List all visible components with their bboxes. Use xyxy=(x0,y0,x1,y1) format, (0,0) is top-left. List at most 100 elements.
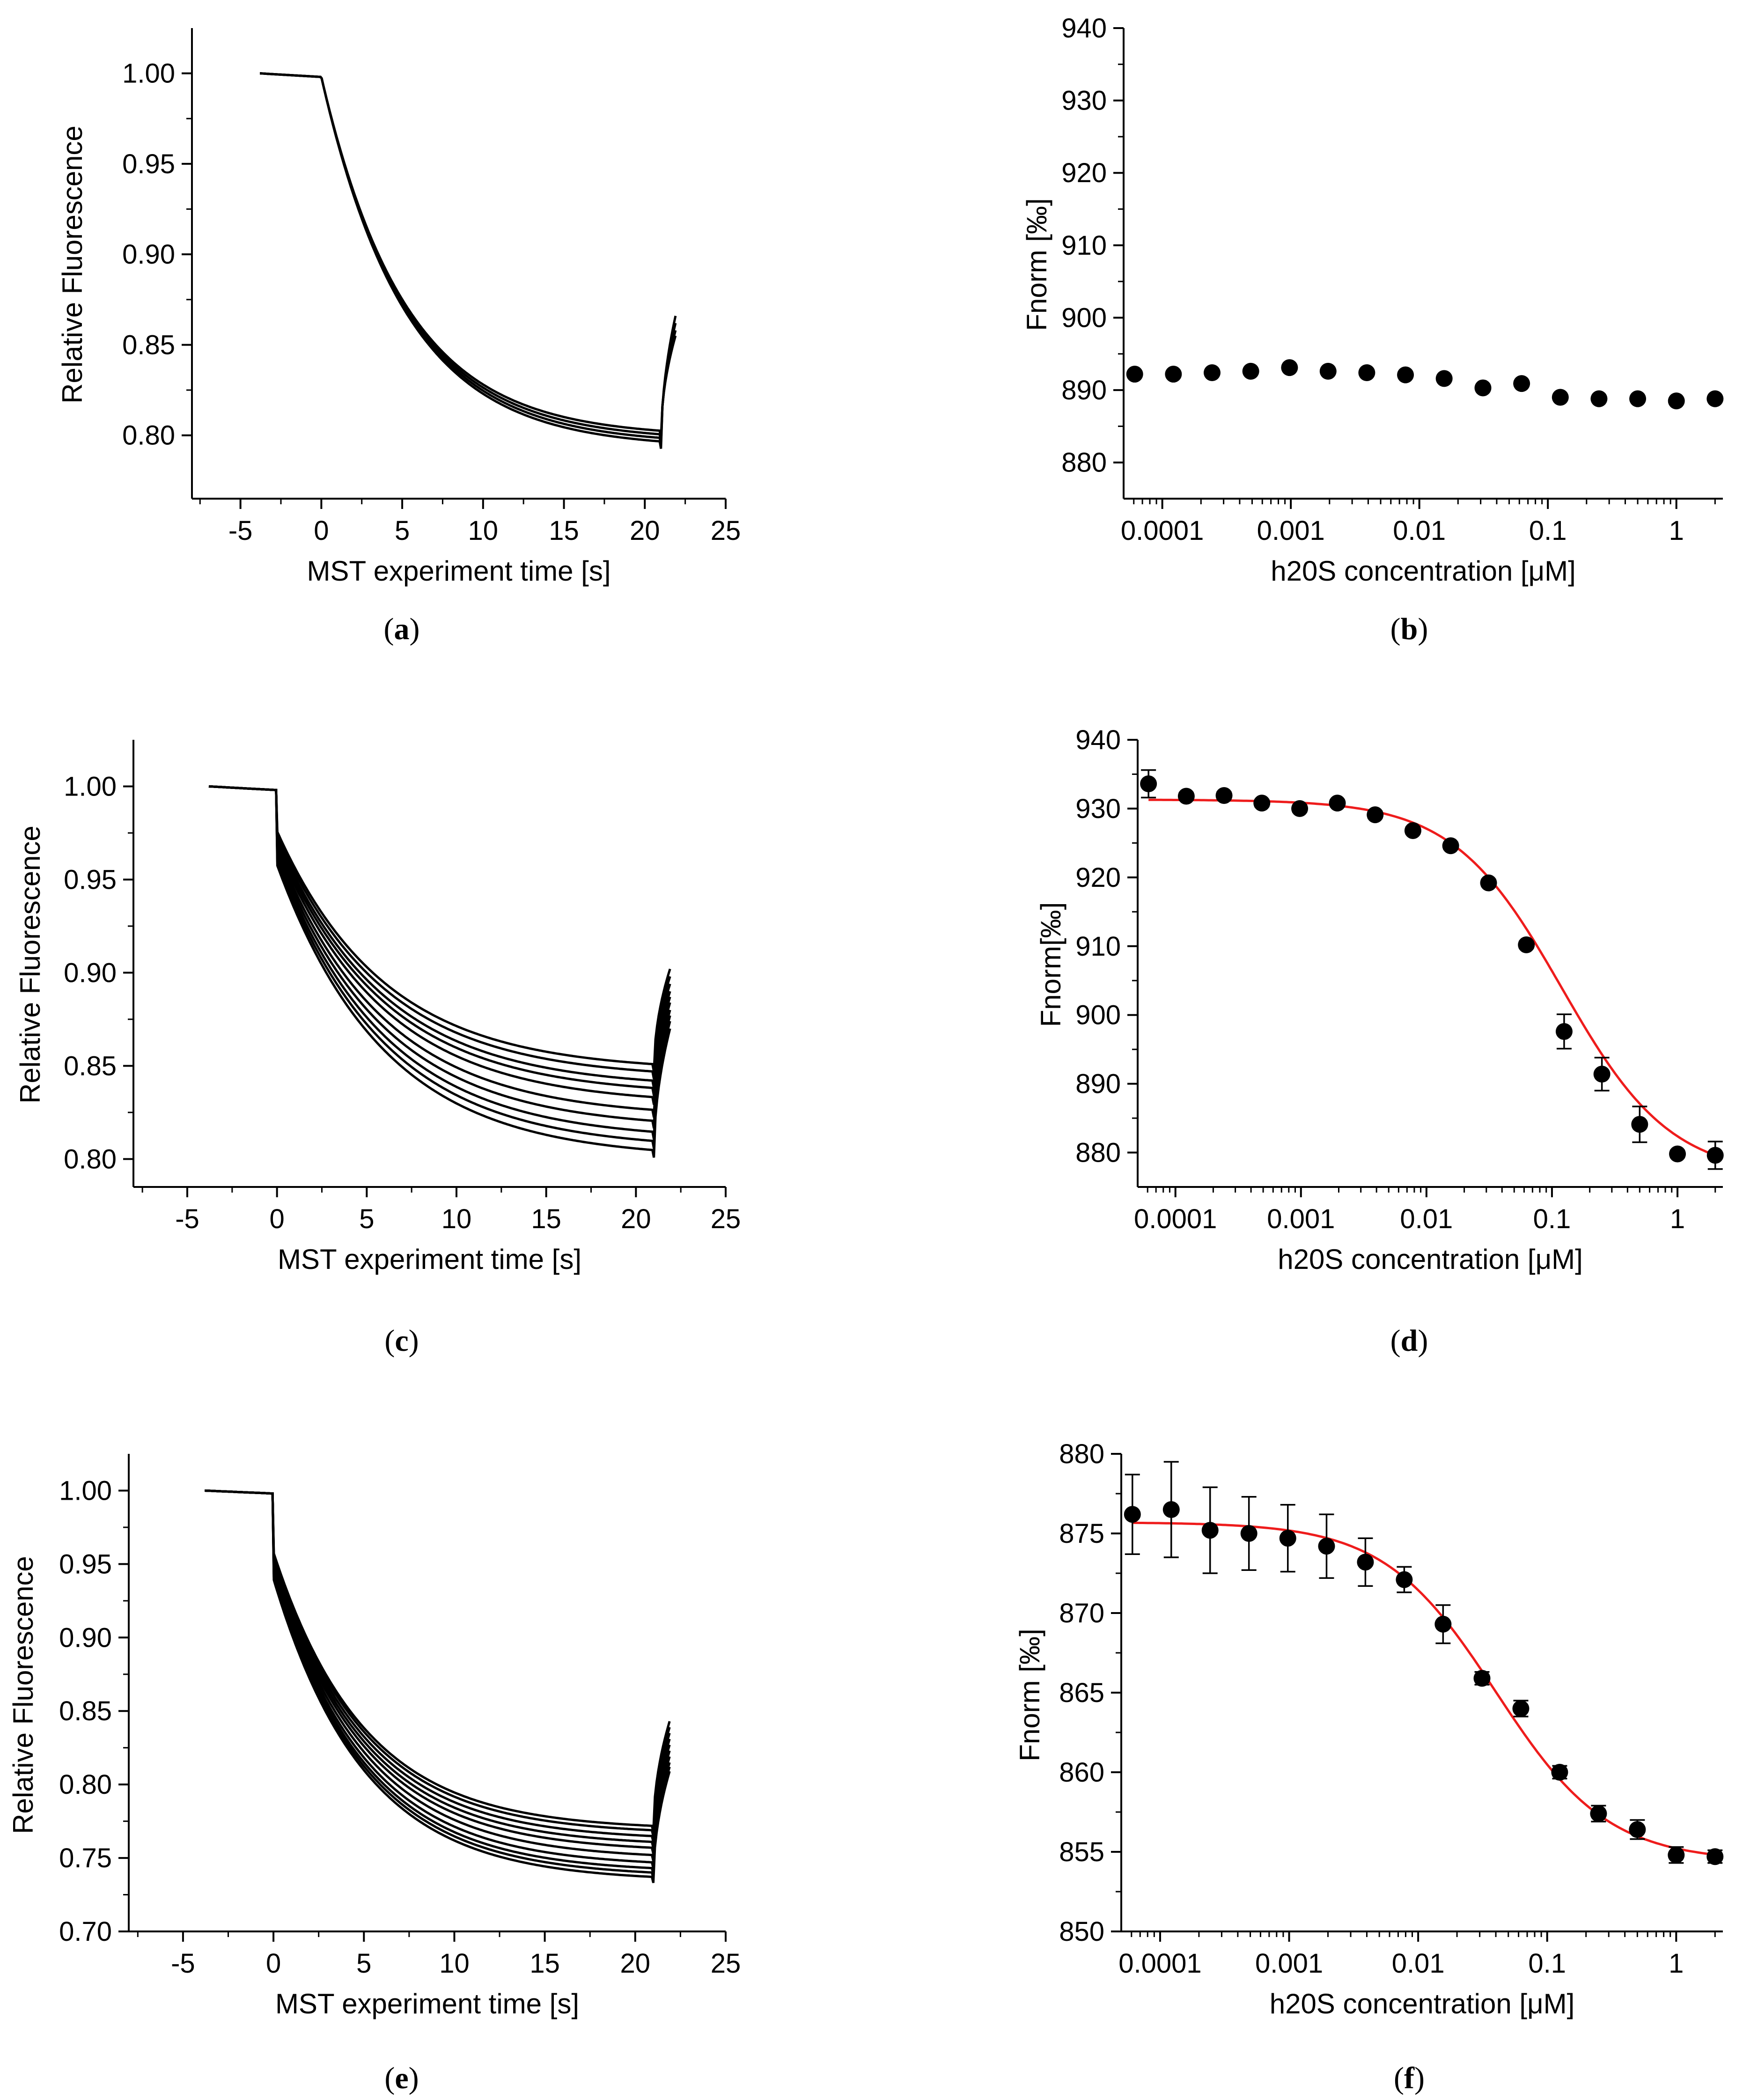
trace-series-4 xyxy=(208,785,671,1096)
x-tick-label: 0.01 xyxy=(1392,1948,1445,1979)
y-tick-label: 0.70 xyxy=(59,1916,112,1947)
data-point xyxy=(1631,1116,1648,1133)
x-tick-label: 0.0001 xyxy=(1134,1204,1217,1234)
panel-caption: (f) xyxy=(1394,2061,1425,2095)
data-point xyxy=(1357,1554,1374,1571)
trace-series-9 xyxy=(205,1489,671,1879)
y-tick-label: 0.90 xyxy=(59,1622,112,1653)
y-tick-label: 0.80 xyxy=(59,1769,112,1800)
y-axis-label: Relative Fluorescence xyxy=(15,825,46,1104)
y-tick-label: 0.75 xyxy=(59,1843,112,1873)
y-tick-label: 1.00 xyxy=(64,771,117,802)
y-tick-label: 940 xyxy=(1061,13,1107,44)
y-axis-label: Relative Fluorescence xyxy=(7,1556,39,1834)
data-point xyxy=(1329,795,1346,812)
data-point xyxy=(1396,1571,1413,1588)
data-point xyxy=(1404,822,1421,839)
panel-caption: (a) xyxy=(384,612,420,646)
x-tick-label: 20 xyxy=(630,516,660,546)
caption-paren: ) xyxy=(1418,612,1428,646)
trace-series-1 xyxy=(208,785,671,1072)
y-tick-label: 860 xyxy=(1059,1757,1104,1788)
data-point xyxy=(1512,1700,1530,1717)
caption-paren: ( xyxy=(384,612,394,646)
data-point xyxy=(1165,366,1182,383)
x-tick-label: 0.1 xyxy=(1529,516,1567,546)
caption-letter: e xyxy=(395,2061,408,2095)
trace-series-9 xyxy=(208,785,671,1149)
x-tick-label: 0.1 xyxy=(1528,1948,1566,1979)
data-point xyxy=(1629,1821,1646,1838)
y-tick-label: 0.95 xyxy=(64,864,117,895)
y-tick-label: 0.95 xyxy=(122,149,175,179)
y-tick-label: 0.80 xyxy=(122,420,175,451)
data-point xyxy=(1434,1615,1452,1633)
y-axis-label: Relative Fluorescence xyxy=(57,125,88,404)
x-tick-label: 0.01 xyxy=(1393,516,1446,546)
x-tick-label: 15 xyxy=(531,1204,561,1234)
y-tick-label: 0.90 xyxy=(122,239,175,270)
panel-caption: (d) xyxy=(1390,1324,1428,1358)
x-axis-label: h20S concentration [μM] xyxy=(1271,555,1576,587)
x-tick-label: 0.001 xyxy=(1255,1948,1323,1979)
data-point xyxy=(1215,787,1233,804)
data-point xyxy=(1473,1670,1491,1687)
x-axis-label: h20S concentration [μM] xyxy=(1270,1988,1575,2019)
x-tick-label: 20 xyxy=(621,1204,651,1234)
data-point xyxy=(1253,795,1271,812)
trace-series-7 xyxy=(208,785,671,1129)
x-tick-label: 0 xyxy=(270,1204,285,1234)
caption-paren: ( xyxy=(1394,2061,1404,2095)
data-point xyxy=(1367,806,1384,824)
trace-series-8 xyxy=(208,785,671,1140)
x-tick-label: 0 xyxy=(314,516,329,546)
data-point xyxy=(1124,1506,1141,1523)
y-tick-label: 900 xyxy=(1075,1000,1121,1031)
x-tick-label: 0.0001 xyxy=(1121,516,1204,546)
trace-series-4 xyxy=(205,1489,671,1848)
data-point xyxy=(1435,370,1453,387)
x-tick-label: 10 xyxy=(441,1204,472,1234)
data-point xyxy=(1291,800,1309,817)
data-point xyxy=(1706,1848,1724,1865)
x-tick-label: 0.0001 xyxy=(1118,1948,1201,1979)
x-tick-label: 1 xyxy=(1669,1948,1684,1979)
fit-curve xyxy=(1148,798,1714,1156)
y-tick-label: 880 xyxy=(1075,1138,1121,1168)
x-tick-label: -5 xyxy=(171,1948,195,1979)
x-tick-label: 20 xyxy=(620,1948,651,1979)
y-tick-label: 0.85 xyxy=(122,330,175,360)
panel-caption: (e) xyxy=(384,2061,419,2095)
data-point xyxy=(1281,359,1298,376)
x-tick-label: 0.001 xyxy=(1267,1204,1335,1234)
data-point xyxy=(1555,1023,1573,1040)
data-point xyxy=(1706,1147,1724,1164)
caption-paren: ( xyxy=(1390,612,1401,646)
caption-letter: c xyxy=(395,1324,408,1358)
y-tick-label: 930 xyxy=(1061,86,1107,116)
x-tick-label: 0.01 xyxy=(1400,1204,1453,1234)
panel-d: 0.0001 0.001 0.01 0.1 1 880 890 900 910 920 930 940… xyxy=(1035,725,1724,1358)
y-tick-label: 920 xyxy=(1075,862,1121,893)
data-point xyxy=(1552,389,1569,406)
x-tick-label: 10 xyxy=(468,516,499,546)
x-axis-label: MST experiment time [s] xyxy=(307,555,610,587)
caption-letter: a xyxy=(394,612,410,646)
y-tick-label: 880 xyxy=(1059,1439,1104,1469)
y-axis-label: Fnorm [‰] xyxy=(1014,1628,1045,1761)
trace-series-3 xyxy=(208,785,671,1089)
trace-series-1 xyxy=(205,1489,671,1832)
data-point xyxy=(1629,390,1647,407)
panel-caption: (b) xyxy=(1390,612,1428,646)
x-tick-label: 0.001 xyxy=(1257,516,1325,546)
caption-paren: ) xyxy=(1418,1324,1428,1358)
y-tick-label: 855 xyxy=(1059,1837,1104,1867)
data-point xyxy=(1203,364,1221,381)
data-point xyxy=(1177,788,1195,805)
trace-series-4 xyxy=(259,72,677,438)
panel-f: 0.0001 0.001 0.01 0.1 1 850 855 860 865 870 875 880… xyxy=(1014,1439,1724,2095)
caption-paren: ( xyxy=(384,2061,395,2095)
data-point xyxy=(1140,775,1157,793)
trace-series-3 xyxy=(205,1489,671,1842)
y-tick-label: 930 xyxy=(1075,794,1121,824)
